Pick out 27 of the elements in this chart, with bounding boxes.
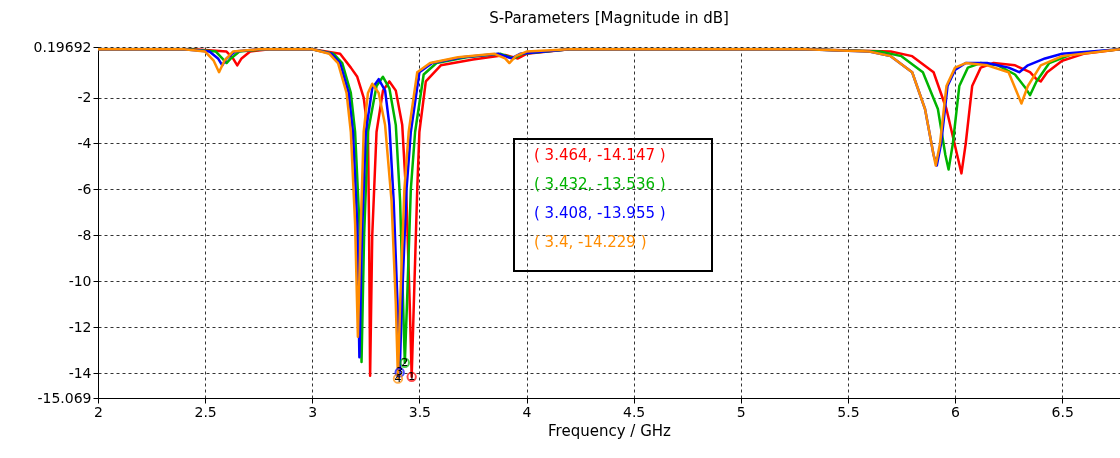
x-tick-label: 5.5 bbox=[837, 403, 860, 420]
y-tick-label: -2 bbox=[77, 89, 92, 106]
y-tick-label: -12 bbox=[68, 318, 92, 335]
x-tick-label: 6.5 bbox=[1051, 403, 1074, 420]
annotation: ( 3.464, -14.147 ) bbox=[534, 146, 666, 164]
x-tick-label: 2.5 bbox=[194, 403, 217, 420]
x-tick-label: 4.5 bbox=[623, 403, 646, 420]
y-tick-label: -14 bbox=[68, 364, 92, 381]
annotation: 2 bbox=[401, 355, 409, 369]
x-tick-label: 4 bbox=[522, 403, 532, 420]
y-tick-label: 0.19692 bbox=[33, 38, 92, 55]
y-tick-label: -8 bbox=[77, 226, 92, 243]
x-tick-label: 5 bbox=[736, 403, 746, 420]
y-tick-label: -10 bbox=[68, 272, 92, 289]
y-tick-label: -15.069 bbox=[37, 389, 92, 406]
x-tick-label: 2 bbox=[94, 403, 103, 420]
annotation: ( 3.4, -14.229 ) bbox=[534, 233, 647, 251]
x-tick-label: 3 bbox=[308, 403, 318, 420]
annotation: 1 bbox=[408, 369, 416, 383]
x-tick-label: 6 bbox=[951, 403, 961, 420]
y-tick-label: -4 bbox=[77, 135, 92, 151]
x-axis-title: Frequency / GHz bbox=[548, 421, 672, 440]
y-tick-label: -6 bbox=[77, 180, 92, 197]
x-tick-label: 3.5 bbox=[408, 403, 432, 420]
annotation: ( 3.432, -13.536 ) bbox=[534, 175, 666, 193]
annotation: ( 3.408, -13.955 ) bbox=[534, 204, 666, 222]
chart-title: S-Parameters [Magnitude in dB] bbox=[489, 9, 729, 27]
